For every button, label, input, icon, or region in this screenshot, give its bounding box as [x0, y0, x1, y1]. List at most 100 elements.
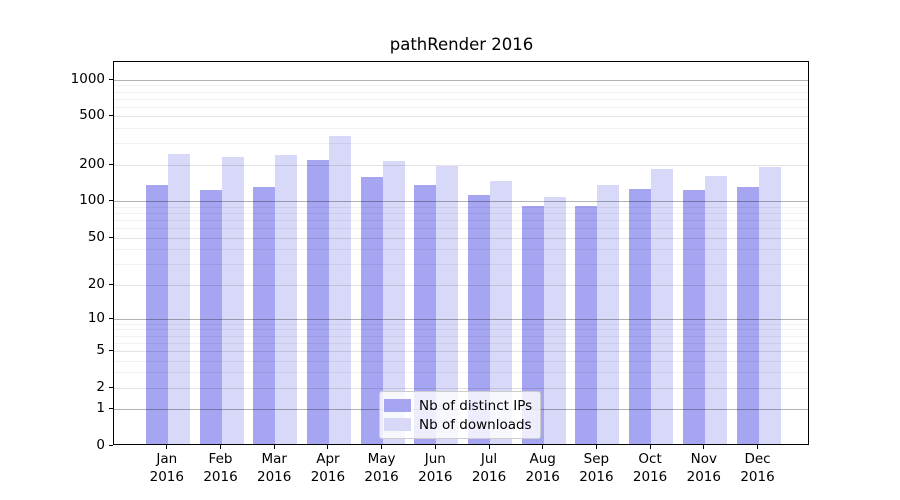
gridline-y-40	[114, 249, 808, 250]
y-tick-500	[109, 115, 113, 117]
gridline-y-90	[114, 206, 808, 208]
x-tick-jul	[488, 444, 490, 449]
bar-nb-of-distinct-ips-may-2016	[360, 177, 383, 444]
gridline-y-100	[114, 201, 808, 203]
y-tick-50	[109, 236, 113, 238]
gridline-y-60	[114, 228, 808, 229]
bar-nb-of-downloads-sep-2016	[597, 185, 620, 444]
gridline-y-900	[114, 85, 808, 87]
bar-nb-of-downloads-mar-2016	[275, 154, 298, 444]
y-tick-label-2: 2	[96, 378, 105, 395]
bar-nb-of-distinct-ips-aug-2016	[521, 205, 544, 444]
x-tick-label-dec-2016: Dec 2016	[740, 451, 775, 485]
gridline-y-300	[114, 143, 808, 145]
y-tick-5	[109, 349, 113, 351]
x-tick-dec	[757, 444, 758, 449]
y-tick-2	[109, 386, 113, 388]
gridline-y-5	[114, 350, 808, 352]
legend-swatch-distinct-ips	[384, 399, 411, 412]
y-tick-label-20: 20	[87, 275, 105, 292]
bar-nb-of-distinct-ips-oct-2016	[629, 189, 652, 444]
bar-nb-of-distinct-ips-jan-2016	[145, 184, 168, 444]
gridline-y-10	[114, 318, 808, 320]
x-tick-label-mar-2016: Mar 2016	[257, 451, 292, 485]
bar-nb-of-distinct-ips-nov-2016	[682, 190, 705, 444]
bar-nb-of-distinct-ips-apr-2016	[306, 160, 329, 444]
y-tick-1000	[109, 78, 113, 80]
bar-nb-of-distinct-ips-jul-2016	[468, 194, 490, 444]
gridline-y-200	[114, 164, 808, 166]
x-tick-may	[381, 444, 383, 449]
gridline-y-4	[114, 360, 808, 362]
gridline-y-700	[114, 98, 808, 100]
bar-nb-of-downloads-may-2016	[382, 161, 405, 444]
legend-label-downloads: Nb of downloads	[419, 416, 532, 433]
y-tick-label-5: 5	[96, 341, 105, 358]
legend-item-distinct-ips: Nb of distinct IPs	[384, 397, 532, 414]
x-tick-jun	[434, 444, 436, 449]
y-tick-0	[109, 444, 113, 446]
gridline-y-3	[114, 372, 808, 374]
bar-nb-of-distinct-ips-mar-2016	[253, 187, 276, 444]
gridline-y-30	[114, 263, 808, 265]
gridline-y-1000	[114, 79, 808, 81]
bar-nb-of-downloads-apr-2016	[328, 136, 351, 444]
x-tick-mar	[273, 444, 275, 449]
x-tick-label-may-2016: May 2016	[364, 451, 399, 485]
gridline-y-80	[114, 213, 808, 214]
bar-nb-of-distinct-ips-jun-2016	[414, 185, 437, 444]
x-tick-label-jun-2016: Jun 2016	[418, 451, 453, 485]
chart-title: pathRender 2016	[389, 35, 534, 54]
y-tick-100	[109, 200, 113, 202]
legend: Nb of distinct IPs Nb of downloads	[379, 391, 542, 439]
y-tick-label-1: 1	[96, 400, 105, 417]
y-tick-200	[109, 163, 113, 165]
bar-nb-of-downloads-oct-2016	[651, 169, 674, 444]
bar-nb-of-distinct-ips-sep-2016	[575, 205, 598, 444]
x-tick-feb	[220, 444, 221, 449]
gridline-y-6	[114, 342, 808, 344]
legend-label-distinct-ips: Nb of distinct IPs	[419, 397, 533, 414]
bar-nb-of-distinct-ips-dec-2016	[736, 186, 759, 444]
y-tick-10	[109, 317, 113, 319]
bar-nb-of-downloads-nov-2016	[704, 176, 727, 444]
gridline-y-50	[114, 237, 808, 239]
y-tick-label-50: 50	[87, 228, 105, 245]
bar-nb-of-downloads-feb-2016	[221, 157, 244, 444]
legend-item-downloads: Nb of downloads	[384, 416, 532, 433]
gridline-y-70	[114, 219, 808, 221]
y-tick-label-200: 200	[79, 155, 105, 172]
x-tick-label-jul-2016: Jul 2016	[471, 451, 507, 485]
y-tick-label-10: 10	[87, 309, 105, 326]
bar-nb-of-distinct-ips-feb-2016	[199, 189, 222, 444]
x-tick-oct	[649, 444, 651, 449]
y-tick-label-1000: 1000	[70, 70, 105, 87]
x-tick-apr	[327, 444, 329, 449]
x-tick-label-nov-2016: Nov 2016	[686, 451, 721, 485]
x-tick-aug	[542, 444, 544, 449]
y-tick-label-0: 0	[96, 436, 105, 453]
x-tick-nov	[703, 444, 705, 449]
x-tick-label-jan-2016: Jan 2016	[149, 451, 184, 485]
bar-nb-of-downloads-jan-2016	[167, 153, 190, 444]
gridline-y-20	[114, 284, 808, 286]
gridline-y-800	[114, 91, 808, 93]
gridline-y-9	[114, 323, 808, 325]
x-tick-label-aug-2016: Aug 2016	[525, 451, 560, 485]
bar-nb-of-downloads-dec-2016	[758, 166, 781, 444]
gridline-y-2	[114, 387, 808, 389]
y-tick-label-500: 500	[79, 107, 105, 124]
gridline-y-600	[114, 106, 808, 108]
x-tick-label-feb-2016: Feb 2016	[203, 451, 238, 485]
x-tick-label-oct-2016: Oct 2016	[632, 451, 668, 485]
x-tick-sep	[595, 444, 597, 449]
gridline-y-8	[114, 329, 808, 331]
x-tick-label-apr-2016: Apr 2016	[310, 451, 346, 485]
legend-swatch-downloads	[384, 418, 411, 431]
plot-area	[113, 60, 809, 445]
y-tick-20	[109, 283, 113, 285]
bar-nb-of-downloads-jun-2016	[436, 165, 459, 444]
gridline-y-500	[114, 116, 808, 118]
y-tick-label-100: 100	[79, 192, 105, 209]
